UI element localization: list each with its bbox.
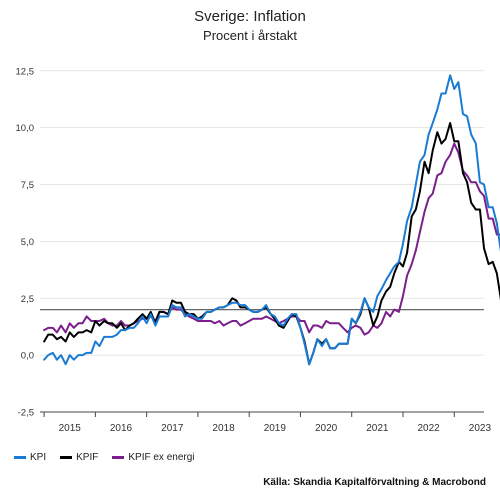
y-tick-label: 5,0 <box>21 237 34 248</box>
legend-swatch-kpi <box>14 456 26 459</box>
y-tick-label: 10,0 <box>16 123 35 134</box>
x-tick-label: 2016 <box>110 423 133 434</box>
x-tick-label: 2019 <box>264 423 287 434</box>
x-tick-label: 2017 <box>161 423 184 434</box>
legend-label-kpi: KPI <box>30 452 47 463</box>
x-tick-label: 2018 <box>212 423 235 434</box>
y-tick-label: 2,5 <box>21 294 34 305</box>
legend-swatch-kpif-ex-energi <box>112 456 125 459</box>
chart-legend: KPI KPIF KPIF ex energi <box>14 452 195 463</box>
x-tick-label: 2021 <box>366 423 389 434</box>
legend-label-kpif-ex-energi: KPIF ex energi <box>128 452 195 463</box>
y-tick-label: 12,5 <box>16 66 35 77</box>
legend-item-kpi: KPI <box>14 452 46 463</box>
x-tick-label: 2023 <box>469 423 492 434</box>
x-tick-label: 2020 <box>315 423 338 434</box>
legend-item-kpif: KPIF <box>60 452 98 463</box>
kpif-ex-energi-series-line <box>43 142 500 336</box>
legend-item-kpif-ex-energi: KPIF ex energi <box>112 452 195 463</box>
chart-source: Källa: Skandia Kapitalförvaltning & Macr… <box>263 477 486 488</box>
chart-title: Sverige: Inflation <box>194 8 306 25</box>
y-tick-label: 7,5 <box>21 180 34 191</box>
legend-swatch-kpif <box>60 456 73 459</box>
x-tick-label: 2022 <box>418 423 441 434</box>
y-tick-label: -2,5 <box>18 408 34 419</box>
y-tick-label: 0,0 <box>21 351 34 362</box>
kpi-series-line <box>43 74 500 366</box>
legend-label-kpif: KPIF <box>76 452 99 463</box>
kpif-series-line <box>43 122 500 366</box>
x-tick-label: 2015 <box>59 423 82 434</box>
chart-subtitle: Procent i årstakt <box>203 28 297 43</box>
